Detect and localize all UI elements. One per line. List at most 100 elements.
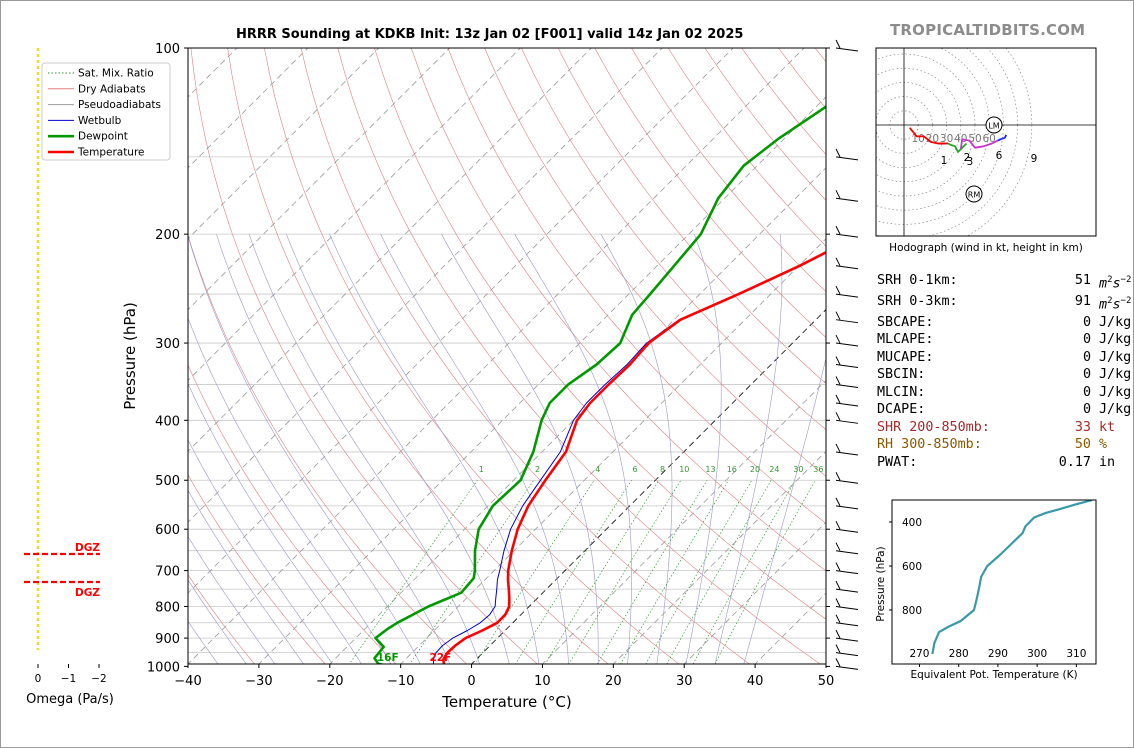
dewpoint-line [373,104,826,664]
dry-adiabat-line [447,48,826,524]
dry-adiabat-line [374,48,826,620]
parameter-unit: in [1099,454,1116,470]
hodograph: 10 20 30 40 50 60 1 23 6 9 LM RM Hodograph (wind in … [875,47,1097,254]
moist-adiabat-line [743,357,826,664]
dry-adiabat-line [227,48,609,664]
parameter-unit: J/kg [1099,349,1132,365]
omega-panel: DGZ DGZ 0 −1 −2 Omega (Pa/s) [24,48,114,707]
dry-adiabat-line [521,48,826,431]
mixing-ratio-label: 4 [595,465,600,474]
moist-adiabat-line [600,234,673,664]
hodograph-segment [959,138,999,150]
surface-dewpoint-label: 16F [377,652,399,664]
moist-adiabat-line [441,234,599,664]
barb-flag [835,644,841,653]
hodograph-frame [875,47,1097,237]
y-tick-label: 900 [155,632,180,647]
y-tick-label: 1000 [147,660,180,675]
right-mover-marker [965,185,983,203]
barb-flag [835,443,841,453]
x-tick-label: −20 [316,674,343,689]
y-tick-label: 700 [155,565,180,580]
barb-staff [835,528,859,533]
barb-flag [835,614,841,623]
dry-adiabat-line [188,234,468,664]
barb-flag [835,311,841,320]
isotherm-line [188,48,379,240]
barb-staff [835,419,859,424]
legend-entry: Dry Adiabats [78,83,146,95]
isotherm-line [188,48,734,594]
parameter-row: SRH 0-1km: 51 m2s−2 [877,272,1131,293]
dry-adiabat-line [557,48,826,385]
barb-flag [835,190,841,199]
parameter-row: DCAPE: 0 J/kg [877,401,1131,419]
mixing-ratio-label: 30 [793,465,803,474]
barb-flag [835,412,841,421]
ring-label: 20 [926,133,939,145]
mixing-ratio-label: 20 [750,465,760,474]
moist-adiabat-line [216,234,451,664]
ring-label: 60 [983,133,996,145]
surface-temperature-label: 22F [429,652,451,664]
x-axis-label: Temperature (°C) [441,693,571,711]
skewt-background: 1 2 4 6 8 10 13 16 20 24 30 36 [188,48,826,664]
theta-e-x-tick-label: 290 [988,648,1008,660]
mixing-ratio-line [568,480,682,664]
isotherm-line [188,48,663,523]
x-tick-label: 0 [467,674,475,689]
x-tick-label: −30 [245,674,272,689]
parameter-unit: % [1099,437,1108,453]
x-tick-label: −10 [387,674,414,689]
mixing-ratio-line [714,480,816,664]
x-tick-label: 20 [605,674,622,689]
omega-tick-label: −2 [91,673,106,685]
barb-flag [835,257,841,267]
dry-adiabat-line [188,574,255,664]
barb-staff [835,550,859,555]
barb-flag [835,356,841,365]
parameter-unit: J/kg [1099,367,1132,383]
y-tick-label: 500 [155,474,180,489]
parameter-row: MLCIN: 0 J/kg [877,384,1131,402]
isotherm-line [188,48,805,664]
omega-tick-label: −1 [61,673,76,685]
theta-e-x-tick-label: 310 [1066,648,1086,660]
barb-staff [835,319,859,324]
barb-staff [835,156,859,161]
height-label: 9 [1031,153,1038,165]
height-label: 3 [967,156,974,168]
theta-e-x-tick-label: 270 [909,648,929,660]
barb-flag [835,285,841,295]
y-tick-label: 200 [155,228,180,243]
parameter-unit: m2s−2 [1099,275,1132,292]
x-tick-label: 30 [676,674,693,689]
ring-label: 40 [954,133,967,145]
mixing-ratio-line [514,480,632,664]
parameter-table: SRH 0-1km: 51 m2s−2 SRH 0-3km: 91 m2s−2 SBCAPE… [877,272,1131,471]
moist-adiabat-line [714,234,783,664]
barb-flag [835,472,841,481]
height-label: 6 [996,150,1003,162]
x-tick-label: −40 [174,674,201,689]
mixing-ratio-line [544,480,660,664]
skewt-profiles [373,104,826,664]
mixing-ratio-label: 8 [660,465,665,474]
mixing-ratio-line [474,480,595,664]
theta-e-y-tick-label: 400 [902,517,922,529]
parameter-unit: J/kg [1099,384,1132,400]
barb-staff [835,293,859,298]
barb-staff [835,197,859,202]
theta-e-panel: 270 280 290 300 310 400 600 800 Equivalent Pot. … [875,499,1097,681]
barb-staff [835,570,859,575]
mixing-ratio-label: 24 [769,465,779,474]
dry-adiabat-line [484,48,826,477]
height-label: 1 [941,155,948,167]
moist-adiabat-line [188,382,362,664]
moist-adiabat-line [188,620,219,664]
parameter-label: SHR 200-850mb: [877,419,990,435]
parameter-value: 0 [1082,332,1091,348]
mixing-ratio-label: 16 [727,465,737,474]
barb-flag [835,376,841,385]
